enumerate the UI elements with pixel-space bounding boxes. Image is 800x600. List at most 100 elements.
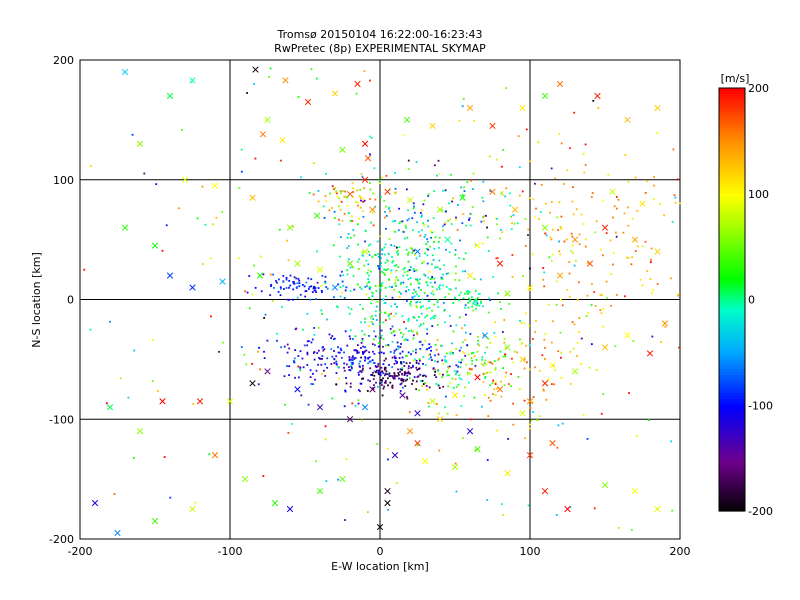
data-point-dot — [105, 402, 108, 405]
data-point-dot — [301, 284, 304, 286]
data-point-dot — [415, 348, 417, 351]
data-point-dot — [468, 353, 470, 356]
colorbar-segment — [719, 444, 745, 449]
data-point-dot — [499, 237, 501, 240]
data-point-dot — [461, 270, 464, 273]
data-point-dot — [499, 350, 502, 353]
data-point-dot — [462, 258, 465, 261]
data-point-dot — [425, 243, 428, 245]
data-point-dot — [277, 291, 280, 293]
data-point-dot — [243, 353, 246, 356]
data-point-dot — [362, 367, 364, 370]
data-point-dot — [460, 378, 463, 381]
colorbar-frame — [718, 87, 746, 512]
data-point-dot — [324, 195, 327, 198]
data-point-dot — [393, 315, 395, 318]
data-point-dot — [479, 278, 482, 281]
data-point-dot — [432, 367, 435, 370]
data-point-dot — [348, 212, 350, 214]
colorbar-segment — [719, 133, 745, 137]
colorbar-segment — [719, 432, 745, 437]
data-point-dot — [414, 278, 417, 281]
data-point-dot — [371, 315, 374, 318]
data-point-dot — [488, 311, 490, 314]
data-point-dot — [381, 176, 383, 179]
data-point-dot — [500, 192, 503, 195]
data-point-x-stroke — [286, 505, 294, 513]
data-point-dot — [481, 356, 484, 359]
data-point-x-stroke — [661, 320, 669, 327]
data-point-dot — [310, 278, 313, 281]
data-point-dot — [354, 357, 357, 359]
colorbar-segment — [719, 263, 745, 267]
colorbar-segment — [719, 199, 745, 204]
data-point-dot — [402, 333, 405, 336]
data-point-dot — [415, 304, 418, 307]
data-point-dot — [325, 286, 328, 288]
data-point-dot — [441, 209, 444, 211]
data-point-dot — [407, 351, 410, 354]
data-point-dot — [335, 192, 338, 195]
data-point-dot — [416, 221, 419, 224]
data-point-x-stroke — [159, 398, 166, 405]
data-point-dot — [464, 331, 467, 334]
data-point-dot — [363, 264, 366, 267]
data-point-dot — [388, 238, 391, 240]
data-point-dot — [664, 325, 667, 328]
data-point-dot — [489, 342, 492, 344]
data-point-x — [384, 188, 391, 195]
data-point-dot — [502, 513, 505, 516]
data-point-dot — [376, 305, 378, 308]
data-point-dot — [391, 340, 394, 343]
data-point-x — [264, 116, 271, 124]
data-point-x — [136, 428, 144, 435]
data-point-dot — [345, 363, 348, 366]
data-point-dot — [244, 290, 246, 293]
data-point-dot — [408, 269, 411, 272]
data-point-dot — [299, 369, 302, 372]
colorbar-label: [m/s] — [721, 72, 750, 85]
data-point-dot — [109, 320, 111, 323]
data-point-dot — [419, 212, 422, 214]
data-point-dot — [467, 306, 470, 309]
data-point-dot — [423, 292, 426, 294]
data-point-dot — [492, 275, 495, 278]
data-point-dot — [451, 352, 454, 355]
data-point-dot — [444, 221, 447, 224]
data-point-x-stroke — [541, 380, 549, 387]
data-point-x — [631, 487, 639, 495]
data-point-x — [399, 392, 406, 399]
data-point-dot — [210, 315, 212, 318]
data-point-x — [391, 452, 399, 459]
data-point-dot — [397, 279, 400, 282]
data-point-dot — [350, 308, 353, 311]
data-point-dot — [338, 223, 341, 226]
data-point-dot — [435, 403, 438, 405]
data-point-dot — [349, 385, 352, 388]
data-point-dot — [547, 303, 550, 306]
data-point-dot — [407, 168, 410, 170]
data-point-x — [316, 404, 324, 411]
colorbar-segment — [719, 151, 745, 156]
data-point-dot — [476, 297, 479, 299]
data-point-dot — [342, 274, 345, 277]
data-point-x-stroke — [249, 194, 256, 201]
data-point-dot — [113, 493, 116, 495]
data-point-dot — [351, 182, 354, 185]
data-point-x — [601, 344, 609, 351]
data-point-dot — [341, 280, 344, 283]
data-point-dot — [517, 376, 520, 378]
data-point-x — [601, 481, 609, 489]
data-point-dot — [352, 361, 354, 364]
data-point-dot — [381, 247, 384, 250]
data-point-x — [151, 242, 159, 249]
data-point-dot — [360, 321, 363, 324]
data-point-dot — [407, 317, 410, 320]
data-point-dot — [402, 361, 405, 363]
data-point-x — [189, 284, 196, 291]
data-point-dot — [335, 360, 338, 363]
data-point-dot — [331, 185, 334, 188]
data-point-x — [121, 224, 129, 231]
data-point-x-stroke — [391, 452, 399, 459]
data-point-dot — [434, 236, 437, 239]
